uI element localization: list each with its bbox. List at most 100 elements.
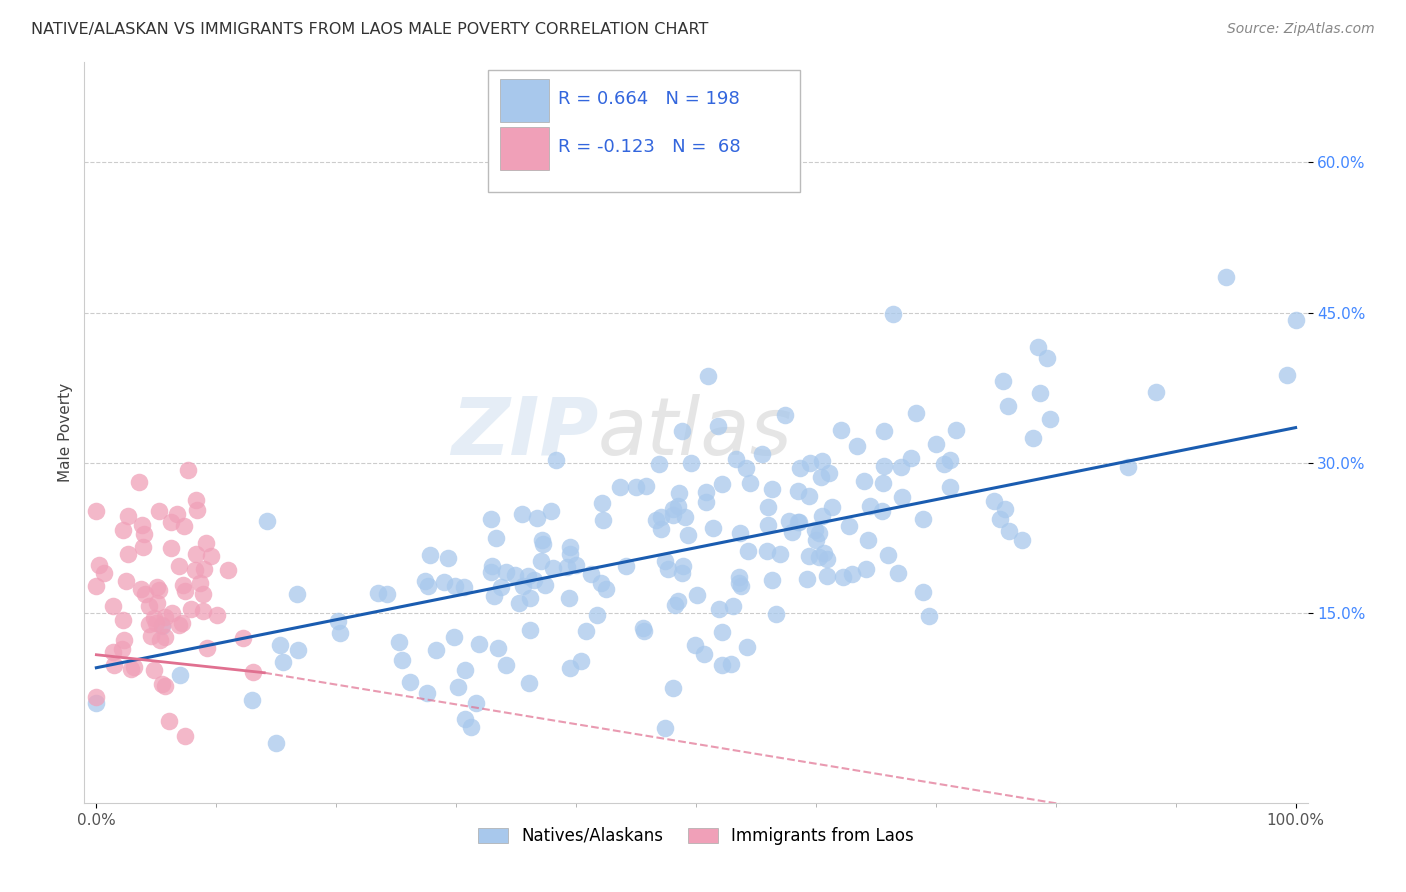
- Immigrants from Laos: [111, 641, 134, 656]
- Natives/Alaskans: [375, 587, 398, 601]
- Natives/Alaskans: [912, 584, 935, 599]
- Natives/Alaskans: [890, 459, 912, 474]
- Immigrants from Laos: [145, 615, 167, 630]
- Immigrants from Laos: [131, 582, 153, 597]
- Natives/Alaskans: [328, 615, 350, 629]
- Natives/Alaskans: [240, 693, 263, 707]
- Natives/Alaskans: [433, 574, 456, 589]
- Natives/Alaskans: [855, 561, 877, 575]
- Y-axis label: Male Poverty: Male Poverty: [58, 383, 73, 483]
- Natives/Alaskans: [86, 696, 108, 710]
- Natives/Alaskans: [810, 470, 832, 484]
- Immigrants from Laos: [132, 526, 155, 541]
- Natives/Alaskans: [415, 574, 437, 589]
- Natives/Alaskans: [460, 720, 482, 734]
- Natives/Alaskans: [983, 494, 1005, 508]
- Natives/Alaskans: [786, 516, 808, 530]
- Natives/Alaskans: [269, 638, 291, 652]
- Natives/Alaskans: [761, 482, 783, 496]
- Natives/Alaskans: [796, 572, 818, 586]
- Natives/Alaskans: [998, 524, 1021, 538]
- Natives/Alaskans: [876, 548, 898, 562]
- Text: NATIVE/ALASKAN VS IMMIGRANTS FROM LAOS MALE POVERTY CORRELATION CHART: NATIVE/ALASKAN VS IMMIGRANTS FROM LAOS M…: [31, 22, 709, 37]
- Natives/Alaskans: [575, 624, 598, 639]
- Immigrants from Laos: [103, 644, 125, 658]
- Natives/Alaskans: [873, 424, 896, 438]
- Immigrants from Laos: [112, 633, 135, 648]
- Immigrants from Laos: [174, 583, 197, 598]
- Natives/Alaskans: [721, 599, 744, 613]
- Immigrants from Laos: [166, 507, 188, 521]
- Natives/Alaskans: [523, 573, 546, 587]
- Natives/Alaskans: [679, 456, 702, 470]
- Immigrants from Laos: [148, 504, 170, 518]
- Natives/Alaskans: [905, 406, 928, 420]
- Natives/Alaskans: [991, 374, 1014, 388]
- Natives/Alaskans: [531, 533, 554, 548]
- Natives/Alaskans: [765, 607, 787, 621]
- Natives/Alaskans: [614, 558, 637, 573]
- Natives/Alaskans: [650, 510, 672, 524]
- Natives/Alaskans: [815, 552, 838, 566]
- Natives/Alaskans: [565, 558, 588, 572]
- Natives/Alaskans: [668, 485, 690, 500]
- Natives/Alaskans: [517, 569, 540, 583]
- Natives/Alaskans: [479, 566, 502, 580]
- Natives/Alaskans: [1284, 313, 1306, 327]
- Natives/Alaskans: [453, 581, 475, 595]
- Natives/Alaskans: [526, 511, 548, 525]
- Natives/Alaskans: [425, 643, 447, 657]
- Natives/Alaskans: [595, 582, 617, 597]
- Natives/Alaskans: [789, 461, 811, 475]
- Natives/Alaskans: [666, 594, 689, 608]
- Natives/Alaskans: [586, 608, 609, 623]
- Immigrants from Laos: [101, 599, 124, 613]
- Natives/Alaskans: [329, 626, 352, 640]
- Immigrants from Laos: [173, 519, 195, 533]
- Natives/Alaskans: [1029, 385, 1052, 400]
- Natives/Alaskans: [271, 655, 294, 669]
- Immigrants from Laos: [186, 503, 208, 517]
- Immigrants from Laos: [120, 662, 142, 676]
- Immigrants from Laos: [153, 610, 176, 624]
- Natives/Alaskans: [672, 559, 695, 574]
- Natives/Alaskans: [591, 496, 613, 510]
- Natives/Alaskans: [489, 580, 512, 594]
- Natives/Alaskans: [872, 504, 894, 518]
- Natives/Alaskans: [756, 544, 779, 558]
- Natives/Alaskans: [287, 643, 309, 657]
- Natives/Alaskans: [685, 588, 707, 602]
- Text: atlas: atlas: [598, 393, 793, 472]
- Natives/Alaskans: [707, 419, 730, 434]
- Natives/Alaskans: [891, 490, 914, 504]
- Natives/Alaskans: [447, 681, 470, 695]
- FancyBboxPatch shape: [501, 127, 550, 169]
- Immigrants from Laos: [86, 504, 108, 518]
- Natives/Alaskans: [787, 484, 810, 499]
- Natives/Alaskans: [859, 500, 882, 514]
- Natives/Alaskans: [727, 570, 749, 584]
- Natives/Alaskans: [780, 525, 803, 540]
- Natives/Alaskans: [900, 450, 922, 465]
- Natives/Alaskans: [697, 369, 720, 384]
- Natives/Alaskans: [799, 456, 821, 470]
- Natives/Alaskans: [695, 484, 717, 499]
- Immigrants from Laos: [207, 608, 229, 623]
- Natives/Alaskans: [531, 536, 554, 550]
- Text: R = 0.664   N = 198: R = 0.664 N = 198: [558, 90, 740, 108]
- Natives/Alaskans: [662, 508, 685, 523]
- Immigrants from Laos: [194, 535, 217, 549]
- Immigrants from Laos: [217, 563, 239, 577]
- Natives/Alaskans: [468, 637, 491, 651]
- Natives/Alaskans: [285, 587, 308, 601]
- Natives/Alaskans: [519, 623, 541, 637]
- Immigrants from Laos: [183, 563, 205, 577]
- Natives/Alaskans: [419, 548, 441, 562]
- Immigrants from Laos: [195, 640, 218, 655]
- FancyBboxPatch shape: [501, 78, 550, 121]
- Natives/Alaskans: [756, 500, 779, 514]
- Natives/Alaskans: [882, 308, 904, 322]
- Immigrants from Laos: [242, 665, 264, 680]
- Natives/Alaskans: [917, 609, 939, 624]
- Natives/Alaskans: [887, 566, 910, 581]
